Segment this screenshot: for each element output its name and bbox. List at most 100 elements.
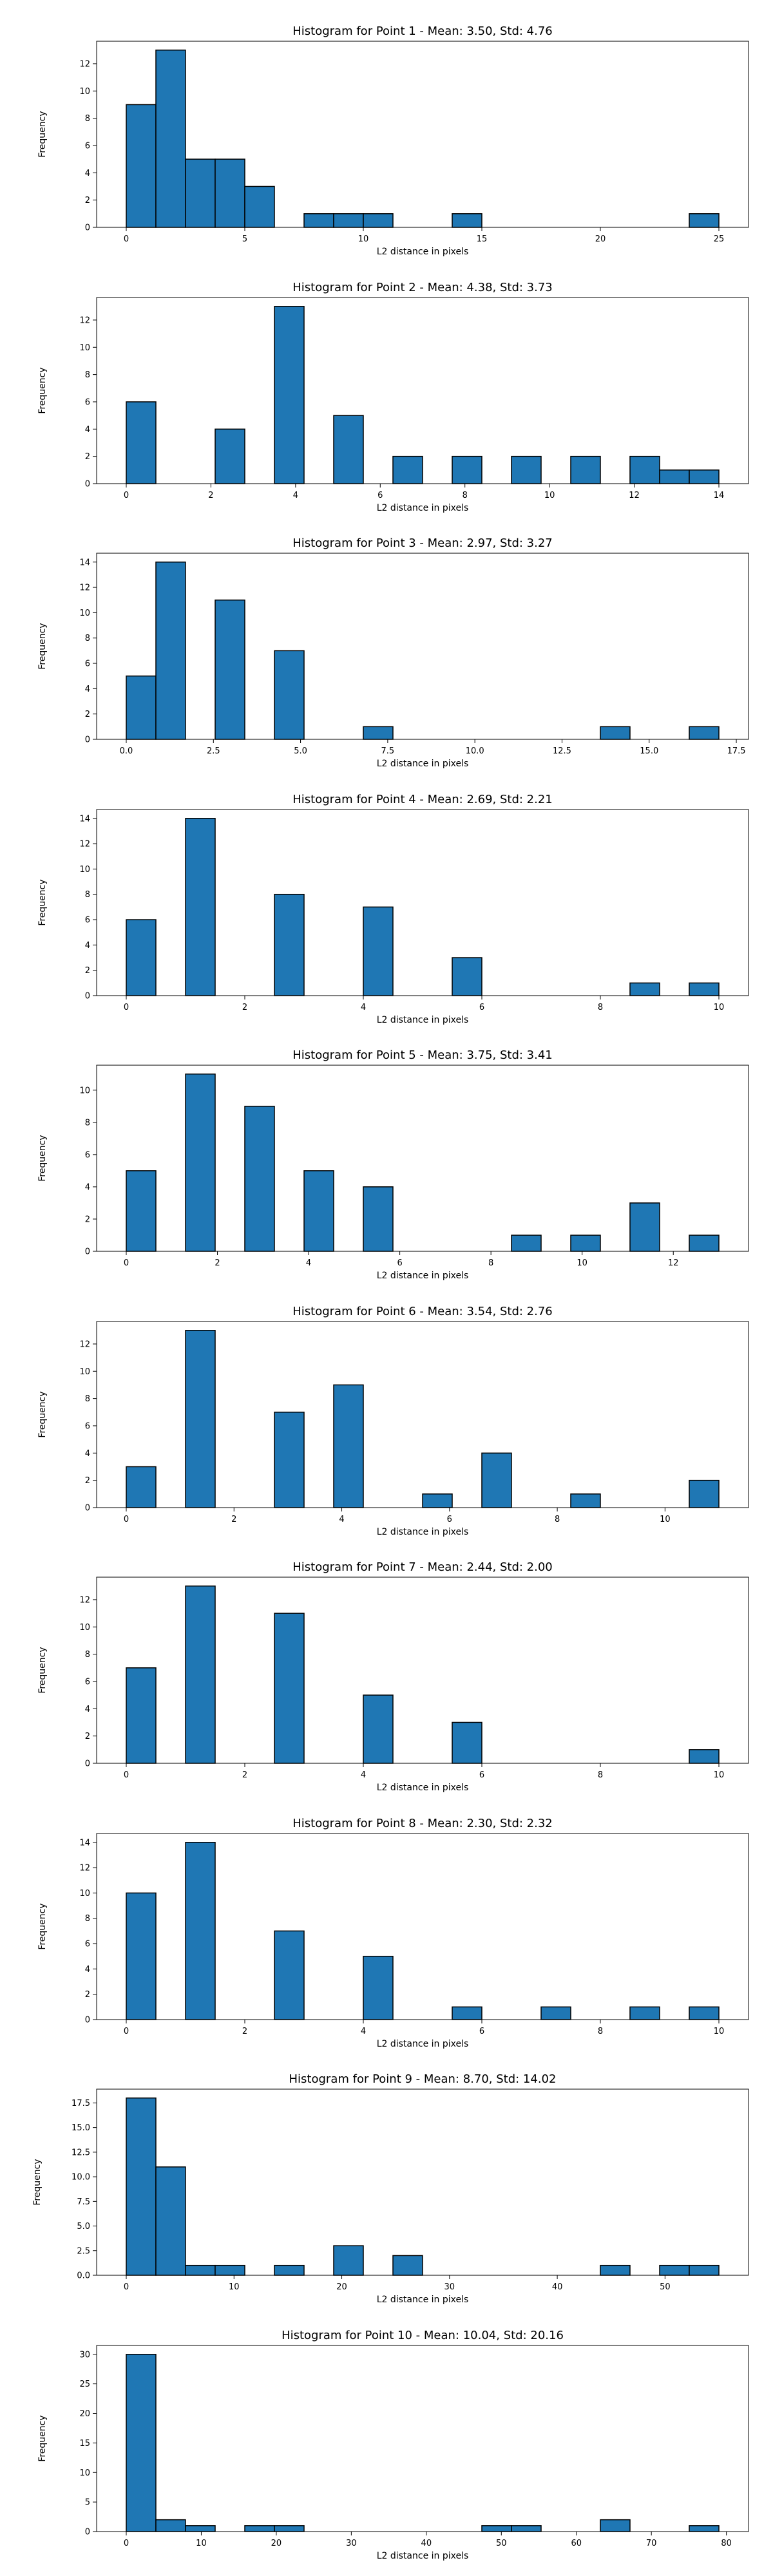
histogram-bar <box>215 428 245 484</box>
x-tick-label: 60 <box>571 2539 582 2548</box>
x-tick-label: 14 <box>714 491 725 500</box>
y-tick-label: 4 <box>85 1965 90 1975</box>
histogram-bar <box>274 306 305 484</box>
histogram-bar <box>126 104 157 228</box>
y-tick-label: 20 <box>79 2409 90 2419</box>
histogram-bar <box>629 982 660 996</box>
histogram-bar <box>629 2006 660 2020</box>
histogram-bar <box>126 1892 157 2020</box>
x-axis-label: L2 distance in pixels <box>377 2295 469 2305</box>
y-tick-label: 0 <box>85 2016 90 2025</box>
histogram-bar <box>452 213 482 228</box>
plot-frame <box>96 809 749 996</box>
histogram-bar <box>155 2519 186 2532</box>
x-axis-label: L2 distance in pixels <box>377 2039 469 2049</box>
y-tick-label: 10 <box>79 343 90 353</box>
y-axis-label: Frequency <box>37 367 48 413</box>
histogram-bar <box>274 1613 305 1764</box>
plot-frame <box>96 1065 749 1252</box>
y-tick-label: 10 <box>79 1086 90 1095</box>
histogram-bar <box>570 455 601 484</box>
histogram-bar <box>511 455 542 484</box>
x-tick-label: 0 <box>124 1770 129 1780</box>
x-tick-label: 2 <box>242 1003 247 1012</box>
y-tick-label: 25 <box>79 2380 90 2389</box>
x-axis-label: L2 distance in pixels <box>377 247 469 257</box>
x-tick-label: 8 <box>555 1515 560 1524</box>
y-tick-label: 0 <box>85 1759 90 1769</box>
y-tick-label: 2.5 <box>77 2246 90 2256</box>
histogram-chart-4: 0 2 4 6 8 10 0 2 4 6 8 10 12 14 Histogram for Point 4 … <box>37 793 749 1025</box>
chart-title: Histogram for Point 1 - Mean: 3.50, Std:… <box>292 24 553 38</box>
y-tick-label: 2 <box>85 710 90 719</box>
y-tick-label: 0 <box>85 992 90 1001</box>
histogram-bar <box>185 2525 216 2532</box>
y-tick-label: 2 <box>85 1215 90 1224</box>
histogram-bar <box>452 2006 482 2020</box>
histogram-bar <box>333 415 364 484</box>
plot-frame <box>96 1833 749 2020</box>
histogram-bar <box>540 2006 571 2020</box>
histogram-bar <box>600 726 631 740</box>
histogram-bar <box>274 2525 305 2532</box>
x-tick-label: 2.5 <box>207 746 220 756</box>
x-tick-label: 6 <box>377 491 383 500</box>
plot-frame <box>96 1577 749 1764</box>
y-tick-label: 4 <box>85 1449 90 1459</box>
y-tick-label: 12.5 <box>72 2148 90 2157</box>
histogram-bar <box>570 1493 601 1508</box>
y-tick-label: 4 <box>85 1705 90 1714</box>
histogram-bar <box>422 1493 453 1508</box>
y-tick-label: 12 <box>79 1595 90 1605</box>
y-tick-label: 8 <box>85 1914 90 1924</box>
y-tick-label: 2 <box>85 966 90 976</box>
x-tick-label: 10 <box>577 1258 587 1268</box>
histogram-bar <box>363 726 394 740</box>
y-tick-label: 2 <box>85 1476 90 1486</box>
y-axis-label: Frequency <box>37 2415 48 2461</box>
y-axis-label: Frequency <box>37 1647 48 1693</box>
histogram-bar <box>689 1749 720 1764</box>
y-tick-label: 14 <box>79 558 90 567</box>
chart-title: Histogram for Point 6 - Mean: 3.54, Std:… <box>292 1305 553 1318</box>
y-tick-label: 10 <box>79 865 90 875</box>
histogram-bar <box>689 726 720 740</box>
histogram-bar <box>481 1452 512 1508</box>
y-tick-label: 2 <box>85 452 90 462</box>
chart-title: Histogram for Point 2 - Mean: 4.38, Std:… <box>292 281 553 294</box>
histogram-bar <box>689 2525 720 2532</box>
x-axis-label: L2 distance in pixels <box>377 1783 469 1793</box>
y-tick-label: 8 <box>85 1650 90 1660</box>
x-tick-label: 2 <box>242 1770 247 1780</box>
x-axis-label: L2 distance in pixels <box>377 759 469 769</box>
histogram-bar <box>215 158 245 228</box>
x-axis-label: L2 distance in pixels <box>377 1015 469 1025</box>
y-tick-label: 0 <box>85 1247 90 1257</box>
histogram-bar <box>185 1330 216 1508</box>
y-tick-label: 6 <box>85 659 90 669</box>
histogram-bar <box>274 1930 305 2020</box>
plot-frame <box>96 2088 749 2276</box>
histogram-bar <box>363 1694 394 1764</box>
histogram-bar <box>689 469 720 484</box>
y-tick-label: 0 <box>85 223 90 233</box>
y-tick-label: 4 <box>85 425 90 435</box>
x-axis-label: L2 distance in pixels <box>377 503 469 513</box>
histogram-bar <box>185 818 216 996</box>
x-tick-label: 0 <box>124 1258 129 1268</box>
chart-title: Histogram for Point 4 - Mean: 2.69, Std:… <box>292 793 553 806</box>
y-tick-label: 8 <box>85 1394 90 1404</box>
histogram-bar <box>689 2006 720 2020</box>
y-axis-label: Frequency <box>37 1391 48 1437</box>
histogram-bar <box>215 599 245 740</box>
y-tick-label: 8 <box>85 1118 90 1128</box>
x-tick-label: 0 <box>124 491 129 500</box>
y-tick-label: 10 <box>79 87 90 97</box>
x-tick-label: 6 <box>447 1515 452 1524</box>
x-tick-label: 6 <box>479 1770 484 1780</box>
x-tick-label: 40 <box>421 2539 432 2548</box>
x-tick-label: 0.0 <box>120 746 133 756</box>
chart-title: Histogram for Point 9 - Mean: 8.70, Std:… <box>289 2072 557 2086</box>
histogram-bar <box>363 1955 394 2020</box>
